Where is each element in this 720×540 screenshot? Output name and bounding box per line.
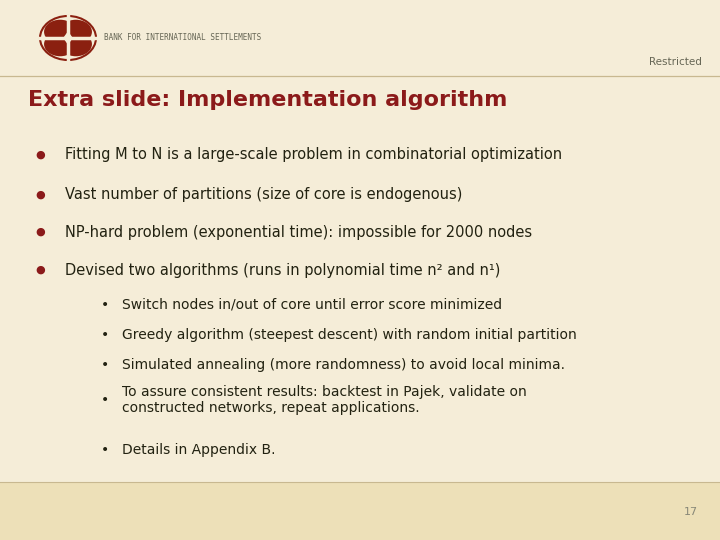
Ellipse shape: [60, 32, 92, 56]
Ellipse shape: [44, 20, 76, 44]
Text: •: •: [101, 393, 109, 407]
Ellipse shape: [60, 20, 92, 44]
Text: Devised two algorithms (runs in polynomial time n² and n¹): Devised two algorithms (runs in polynomi…: [65, 262, 500, 278]
Text: 17: 17: [684, 507, 698, 517]
Text: BANK FOR INTERNATIONAL SETTLEMENTS: BANK FOR INTERNATIONAL SETTLEMENTS: [104, 33, 261, 43]
Ellipse shape: [44, 32, 76, 56]
Text: •: •: [101, 443, 109, 457]
Text: ●: ●: [35, 190, 45, 200]
Text: Simulated annealing (more randomness) to avoid local minima.: Simulated annealing (more randomness) to…: [122, 358, 565, 372]
Polygon shape: [64, 32, 72, 44]
Text: Fitting M to N is a large-scale problem in combinatorial optimization: Fitting M to N is a large-scale problem …: [65, 147, 562, 163]
Text: ●: ●: [35, 265, 45, 275]
Text: Switch nodes in/out of core until error score minimized: Switch nodes in/out of core until error …: [122, 298, 502, 312]
Text: ●: ●: [35, 227, 45, 237]
Text: NP-hard problem (exponential time): impossible for 2000 nodes: NP-hard problem (exponential time): impo…: [65, 225, 532, 240]
Text: To assure consistent results: backtest in Pajek, validate on
constructed network: To assure consistent results: backtest i…: [122, 385, 527, 415]
Text: •: •: [101, 298, 109, 312]
Text: Details in Appendix B.: Details in Appendix B.: [122, 443, 276, 457]
Text: Greedy algorithm (steepest descent) with random initial partition: Greedy algorithm (steepest descent) with…: [122, 328, 577, 342]
Text: Extra slide: Implementation algorithm: Extra slide: Implementation algorithm: [28, 90, 508, 110]
Text: Restricted: Restricted: [649, 57, 702, 67]
Ellipse shape: [40, 16, 96, 60]
Text: ●: ●: [35, 150, 45, 160]
Text: •: •: [101, 328, 109, 342]
Text: •: •: [101, 358, 109, 372]
Text: Vast number of partitions (size of core is endogenous): Vast number of partitions (size of core …: [65, 187, 462, 202]
FancyBboxPatch shape: [0, 482, 720, 540]
